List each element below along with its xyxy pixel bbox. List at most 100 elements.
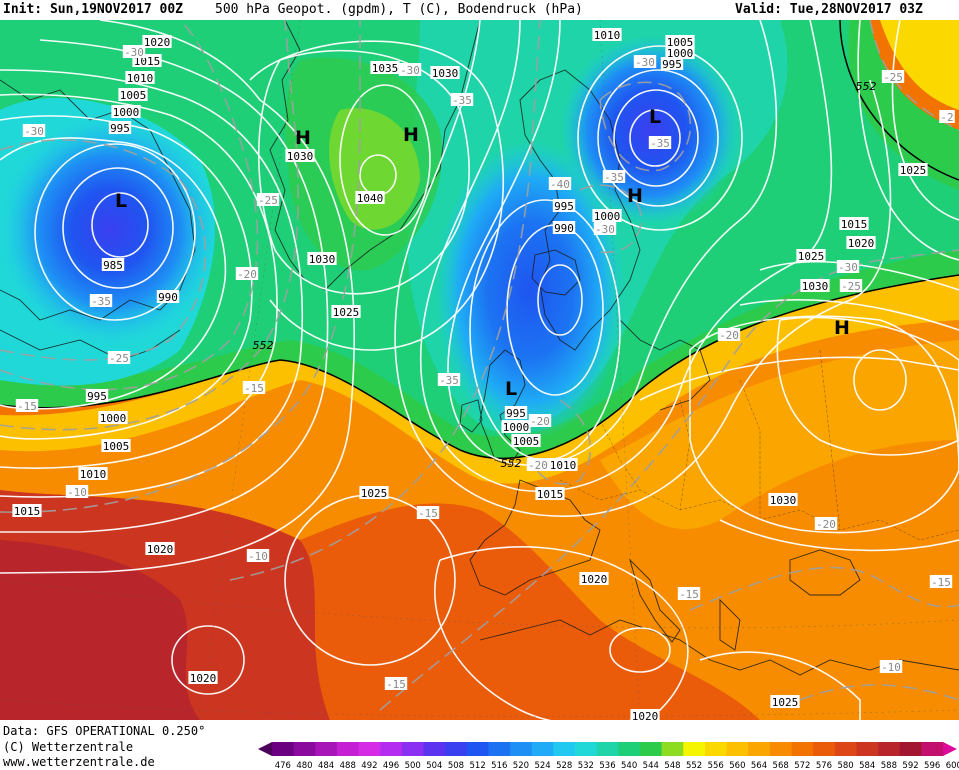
- isobar: [394, 20, 892, 517]
- isobar-label-bg: [501, 420, 531, 433]
- isobar-label: 1010: [592, 28, 622, 42]
- color-scale-tick-label: 596: [924, 761, 940, 770]
- temperature-value: -15: [679, 588, 699, 601]
- isobar-label-bg: [98, 411, 128, 424]
- temperature-label-bg: [593, 222, 617, 235]
- isobar-value: 1010: [594, 29, 621, 42]
- isobar: [853, 349, 907, 411]
- isobar-value: 1000: [503, 421, 530, 434]
- isobar-label: 1020: [142, 35, 172, 49]
- isobar-label-bg: [78, 467, 108, 480]
- isobar-value: 1005: [667, 36, 694, 49]
- isobar-label: 1020: [579, 572, 609, 586]
- temperature-value: -20: [237, 268, 257, 281]
- europe-coast: [469, 479, 601, 596]
- graticule: [0, 20, 959, 720]
- isobar-value: 995: [662, 58, 682, 71]
- temperature-value: -35: [439, 374, 459, 387]
- copyright: (C) Wetterzentrale: [3, 740, 134, 754]
- temperature-label-bg: [881, 70, 905, 83]
- isobar-label-bg: [118, 88, 148, 101]
- temperature-label-bg: [398, 63, 422, 76]
- map-footer: Data: GFS OPERATIONAL 0.250° (C) Wetterz…: [0, 722, 959, 770]
- greenland-coast: [269, 20, 481, 291]
- temperature-label-bg: [648, 136, 672, 149]
- isobar-value: 1025: [772, 696, 799, 709]
- latitude-line: [0, 699, 959, 717]
- temperature-value: -40: [550, 178, 570, 191]
- temperature-label: -15: [416, 506, 440, 520]
- temperature-label: -35: [648, 136, 672, 150]
- isobar-label-bg: [307, 252, 337, 265]
- isobar-value: 1015: [841, 218, 868, 231]
- isobar: [891, 20, 959, 221]
- isobar-label-bg: [535, 487, 565, 500]
- isobar-label: 985: [101, 258, 125, 272]
- color-scale-swatch: [423, 742, 446, 756]
- iceland-coast: [531, 249, 581, 296]
- temperature-label-bg: [677, 587, 701, 600]
- isobar-label: 1000: [665, 46, 695, 60]
- isobar-label: 995: [552, 199, 576, 213]
- isobar: [62, 167, 174, 289]
- isobar-label-bg: [511, 434, 541, 447]
- isobar-label-bg: [839, 217, 869, 230]
- color-scale-swatch: [272, 742, 295, 756]
- color-scale-swatch: [921, 742, 944, 756]
- isobar-label-bg: [359, 486, 389, 499]
- color-scale-tick-label: 480: [296, 761, 312, 770]
- color-scale-tick-label: 492: [361, 761, 377, 770]
- temperature-label-bg: [839, 279, 863, 292]
- isobar: [91, 192, 149, 258]
- isobar-label: 1020: [630, 709, 660, 720]
- color-scale-swatch: [575, 742, 598, 756]
- isobar-value: 1010: [80, 468, 107, 481]
- color-scale-swatch: [401, 742, 425, 756]
- isobar: [776, 316, 959, 456]
- color-scale-swatches: [258, 742, 957, 756]
- isobar-value: 1005: [120, 89, 147, 102]
- isobar-label-bg: [125, 71, 155, 84]
- isobar-value: 1040: [357, 192, 384, 205]
- color-scale-swatch: [639, 742, 663, 756]
- temperature-value: -25: [258, 194, 278, 207]
- isobar-label: 1030: [430, 66, 460, 80]
- labrador-coast: [0, 329, 181, 361]
- isobar-value: 1015: [537, 488, 564, 501]
- isobar-value: 1015: [14, 505, 41, 518]
- color-scale-swatch: [488, 742, 511, 756]
- isobar-label-bg: [898, 163, 928, 176]
- isobar-label-bg: [156, 290, 180, 303]
- yellow-band-northeast: [880, 20, 959, 110]
- temperature-value: -35: [650, 137, 670, 150]
- isobar-label-bg: [768, 493, 798, 506]
- latitude-line: [0, 579, 959, 629]
- isobar: [639, 356, 959, 552]
- isobar: [597, 69, 719, 207]
- mediterranean-coast: [479, 619, 959, 676]
- isobar-label: 1005: [118, 88, 148, 102]
- temperature-value: -35: [452, 94, 472, 107]
- temperature-label: -20: [526, 458, 550, 472]
- temperature-value: -20: [816, 518, 836, 531]
- italy-coast: [629, 558, 681, 643]
- baffin-coast: [0, 79, 196, 321]
- isobar-value: 1030: [309, 253, 336, 266]
- temperature-label-bg: [235, 267, 259, 280]
- color-scale-tick-label: 532: [578, 761, 594, 770]
- isobar-label-bg: [630, 709, 660, 720]
- temperature-label-bg: [65, 485, 89, 498]
- isobar-label-bg: [85, 389, 109, 402]
- isobar-label-bg: [579, 572, 609, 585]
- isobar-label-bg: [592, 28, 622, 41]
- color-scale-tick-label: 564: [751, 761, 767, 770]
- isobar-label: 1015: [535, 487, 565, 501]
- isobar-label: 995: [85, 389, 109, 403]
- isobar-label: 1020: [188, 671, 218, 685]
- isobar-label: 1010: [125, 71, 155, 85]
- color-scale-tick-label: 512: [470, 761, 486, 770]
- website-link[interactable]: www.wetterzentrale.de: [3, 755, 155, 769]
- isobar-label: 1025: [770, 695, 800, 709]
- isobar: [249, 40, 505, 351]
- isobar: [577, 45, 743, 231]
